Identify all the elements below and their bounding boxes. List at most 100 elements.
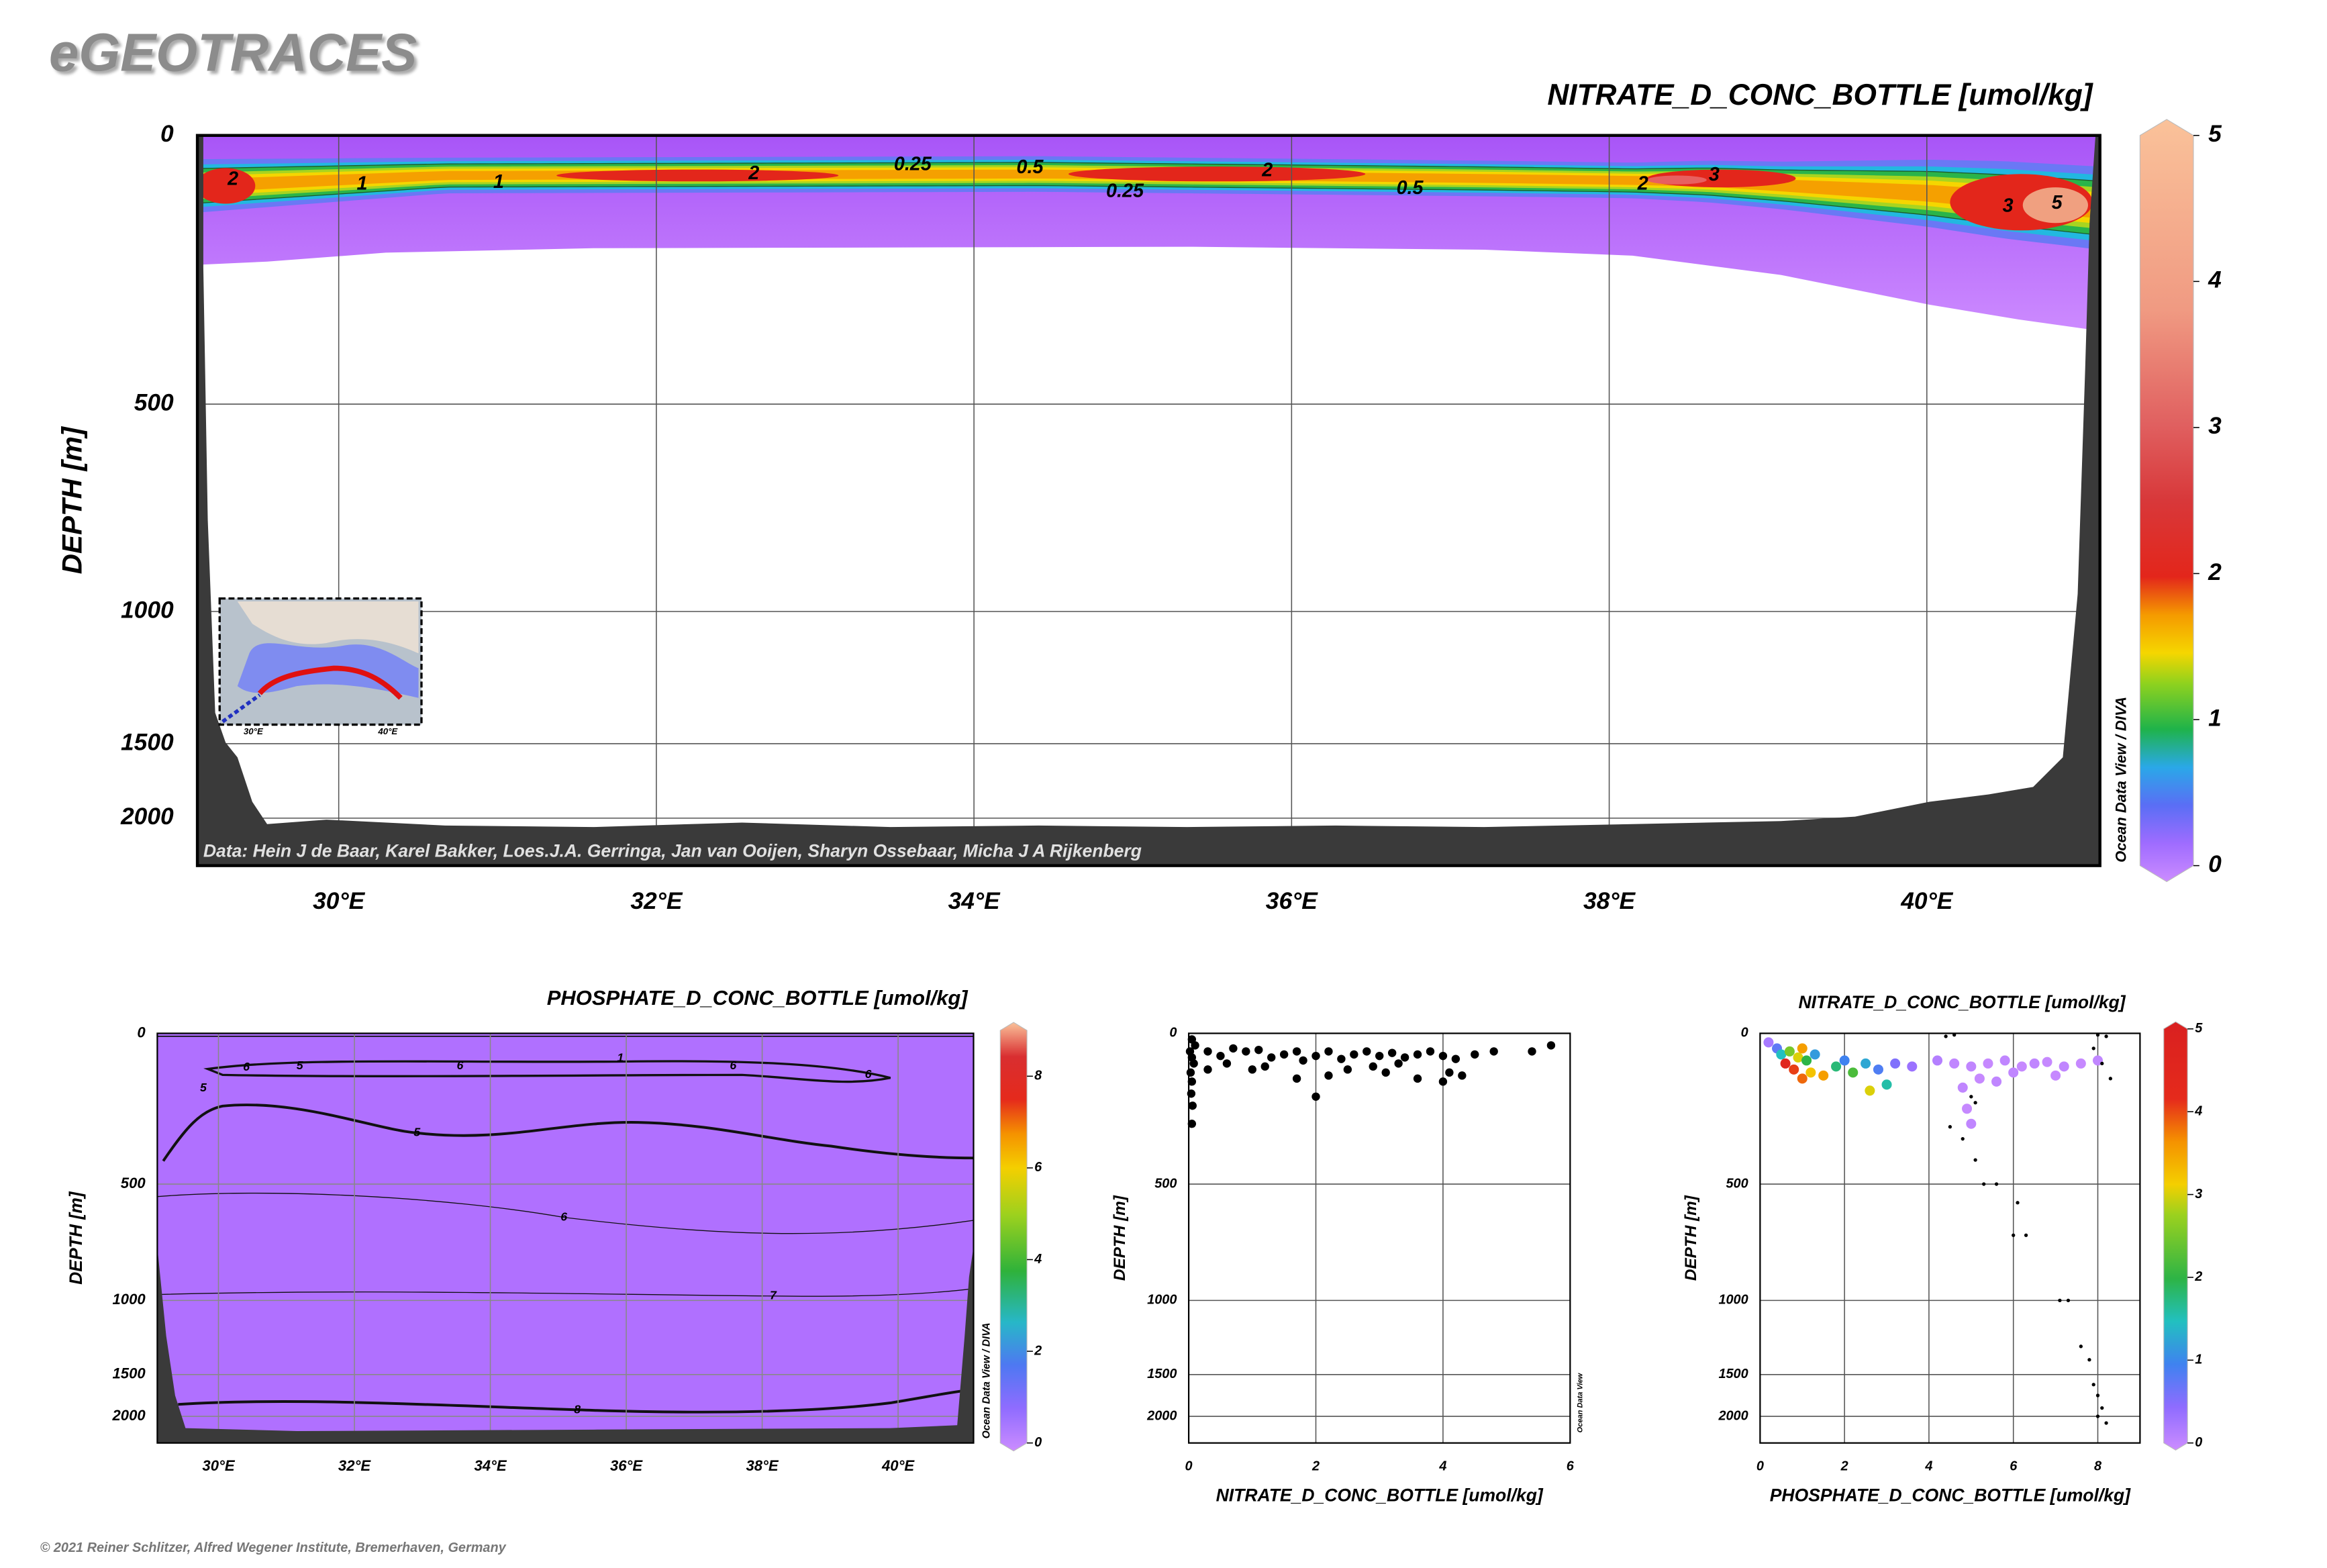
- x-tick-label: 32°E: [630, 888, 683, 914]
- scatter-point: [1413, 1050, 1422, 1059]
- scatter-point: [2091, 1046, 2095, 1050]
- scatter-point: [1966, 1118, 1977, 1129]
- y-tick-label: 500: [134, 389, 174, 415]
- scatter-point: [1839, 1055, 1850, 1066]
- x-tick-label: 34°E: [948, 888, 1001, 914]
- scatter-point: [1966, 1061, 1977, 1072]
- scatter-point: [1187, 1120, 1197, 1128]
- section-field: [157, 1033, 974, 1443]
- scatter-point: [1961, 1137, 1965, 1141]
- x-tick-label: 2: [1840, 1459, 1848, 1473]
- colorbar-tick-label: 6: [1034, 1160, 1042, 1175]
- scatter-point: [1973, 1101, 1977, 1105]
- scatter-point: [1400, 1053, 1409, 1062]
- plot-frame: [156, 1032, 975, 1444]
- scatter-point: [1222, 1059, 1232, 1068]
- y-tick-label: 1500: [1147, 1367, 1177, 1381]
- x-tick-label: 30°E: [202, 1457, 235, 1474]
- y-tick-label: 500: [1726, 1176, 1748, 1191]
- scatter-point: [1292, 1074, 1301, 1083]
- field-core: [197, 168, 256, 204]
- scatter-point: [1426, 1047, 1435, 1056]
- y-tick-label: 0: [137, 1024, 146, 1040]
- contour-label: 2: [748, 162, 759, 184]
- colorbar: 0 1 2 3 4 5: [2139, 119, 2222, 883]
- chart-title: PHOSPHATE_D_CONC_BOTTLE [umol/kg]: [547, 986, 969, 1010]
- scatter-point: [1861, 1058, 1871, 1069]
- colorbar-tick-label: 3: [2208, 413, 2222, 439]
- scatter-point: [1279, 1050, 1289, 1059]
- scatter-point: [1191, 1041, 1199, 1050]
- x-tick-label: 6: [2010, 1459, 2018, 1473]
- y-tick-label: 1500: [121, 729, 174, 755]
- y-tick-label: 500: [121, 1175, 146, 1191]
- scatter-point: [1229, 1044, 1238, 1053]
- colorbar-tick-label: 5: [2195, 1021, 2203, 1036]
- scatter-point: [1983, 1058, 1993, 1069]
- field-core: [2022, 187, 2089, 224]
- x-tick-label: 4: [1924, 1459, 1932, 1473]
- contour-label: 6: [730, 1059, 736, 1072]
- scatter-point: [1962, 1104, 1973, 1114]
- scatter-point: [2100, 1406, 2104, 1410]
- watermark: Ocean Data View / DIVA: [2113, 697, 2130, 863]
- colorbar-tick-label: 4: [2208, 267, 2222, 293]
- scatter-point: [2079, 1344, 2083, 1349]
- colorbar-tick-label: 0: [2195, 1435, 2202, 1450]
- scatter-point: [1375, 1051, 1384, 1061]
- scatter-point: [1343, 1065, 1352, 1074]
- colorbar-body: [2139, 119, 2194, 883]
- scatter-point: [1203, 1065, 1212, 1074]
- scatter-point: [1248, 1065, 1256, 1074]
- scatter-point: [1438, 1077, 1448, 1086]
- colorbar: 0 1 2 3 4 5: [2163, 1021, 2203, 1451]
- x-axis-label: NITRATE_D_CONC_BOTTLE [umol/kg]: [1216, 1485, 1544, 1505]
- scatter-point: [1797, 1073, 1808, 1084]
- colorbar: 0 2 4 6 8: [999, 1022, 1042, 1452]
- chart-title: NITRATE_D_CONC_BOTTLE [umol/kg]: [1547, 79, 2093, 111]
- y-tick-label: 1000: [112, 1291, 146, 1308]
- scatter-point: [2008, 1067, 2019, 1078]
- scatter-point: [1789, 1064, 1799, 1075]
- contour-label: 2: [1637, 173, 1648, 194]
- y-tick-label: 2000: [1718, 1408, 1748, 1423]
- field-surface: [157, 1033, 974, 1443]
- scatter-point: [1242, 1047, 1250, 1056]
- contour-label: 3: [2003, 195, 2014, 216]
- scatter-point: [1451, 1055, 1460, 1063]
- inset-track: [257, 665, 403, 700]
- x-tick-label: 36°E: [610, 1457, 643, 1474]
- scatter-point: [2108, 1077, 2113, 1081]
- scatter-point: [1818, 1070, 1829, 1081]
- scatter-series: [1944, 1033, 2113, 1425]
- scatter-point: [2095, 1414, 2100, 1418]
- x-tick-label: 0: [1756, 1459, 1764, 1473]
- scatter-point: [1254, 1045, 1263, 1055]
- scatter-point: [1187, 1077, 1197, 1086]
- scatter-point: [2016, 1201, 2020, 1205]
- scatter-point: [1471, 1050, 1479, 1059]
- colorbar-tick-label: 3: [2195, 1187, 2202, 1202]
- y-axis-label: DEPTH [m]: [1111, 1195, 1129, 1281]
- scatter-point: [1438, 1051, 1448, 1061]
- y-axis-label: DEPTH [m]: [56, 426, 88, 574]
- scatter-point: [1189, 1059, 1198, 1068]
- contour-line: [157, 1192, 974, 1234]
- scatter-point: [1780, 1058, 1791, 1069]
- scatter-point: [1974, 1073, 1985, 1084]
- scatter-point: [1991, 1076, 2002, 1087]
- x-tick-label: 0: [1185, 1459, 1193, 1473]
- scatter-point: [1311, 1092, 1320, 1101]
- scatter-point: [1801, 1055, 1812, 1066]
- y-tick-label: 0: [1169, 1026, 1177, 1040]
- colorbar-body: [2163, 1021, 2188, 1451]
- scatter-point: [1324, 1071, 1333, 1080]
- y-tick-label: 1000: [1147, 1293, 1177, 1308]
- scatter-point: [2087, 1358, 2091, 1362]
- colorbar-tick-label: 2: [2194, 1269, 2202, 1284]
- scatter-series: [1763, 1037, 2103, 1129]
- scatter-point: [1873, 1064, 1883, 1075]
- watermark: Ocean Data View / DIVA: [981, 1322, 992, 1438]
